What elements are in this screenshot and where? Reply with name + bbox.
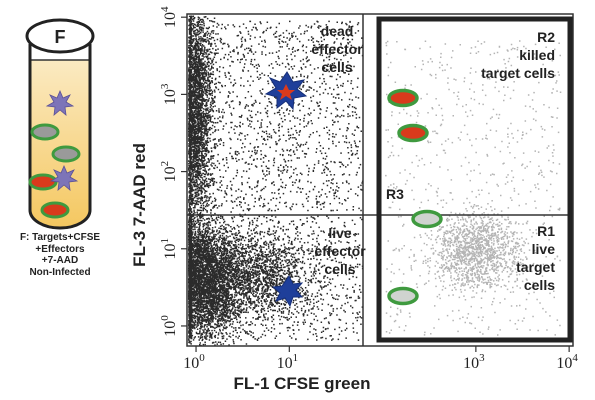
r2-label-line: R2 [537,29,555,45]
tube-cap [25,18,95,54]
x-tick-label: 103 [463,352,485,372]
tube-caption-line: Non-Infected [29,266,91,278]
plot-frame [186,13,574,347]
x-axis-label: FL-1 CFSE green [234,374,371,393]
grey-cell-icon [30,123,60,141]
live-target-cell-icon [387,286,419,306]
dead-effector-label-line: effector [311,41,363,57]
r2-label-line: target cells [481,65,555,81]
y-tick-exponent: 2 [159,161,171,167]
tube-letter: F [55,27,66,47]
y-tick-label: 103 [159,83,179,105]
x-tick-base: 10 [463,355,479,372]
r3-label: R3 [386,186,404,202]
tube-caption: F: Targets+CFSE +Effectors +7-AAD Non-In… [4,232,116,278]
killed-target-cell-icon [397,123,429,143]
tube-panel: F F: Targets+CFSE +Effectors +7-AAD Non-… [0,0,120,400]
live-effector-label-line: live [328,225,352,241]
live-effector-label-line: effector [314,243,366,259]
tube-caption-line: +7-AAD [41,255,79,266]
y-tick-exponent: 1 [159,238,171,244]
test-tube-icon: F [25,18,95,230]
y-tick-base: 10 [162,244,179,260]
dead-effector-label-line: dead [321,23,354,39]
x-tick-label: 101 [277,352,299,372]
y-tick-label: 100 [159,315,179,337]
y-tick-label: 101 [159,238,179,260]
killed-target-cell-icon [387,88,419,108]
y-tick-exponent: 3 [159,83,171,89]
y-tick-base: 10 [162,321,179,337]
y-tick-base: 10 [162,12,179,28]
r1-label-line: R1 [537,223,555,239]
dead-effector-star-icon [264,71,308,111]
x-tick-base: 10 [183,355,199,372]
y-tick-label: 104 [159,6,179,28]
x-tick-base: 10 [556,355,572,372]
y-tick-label: 102 [159,161,179,183]
tube-star-icon [49,164,79,191]
x-tick-exponent: 4 [572,352,578,364]
r2-label-line: killed [519,47,555,63]
x-tick-exponent: 3 [479,352,485,364]
y-tick-exponent: 0 [159,315,171,321]
x-tick-label: 104 [556,352,578,372]
y-axis-label: FL-3 7-AAD red [130,143,149,267]
r1-label-line: cells [524,277,555,293]
x-tick-base: 10 [277,355,293,372]
y-tick-exponent: 4 [159,6,171,12]
y-tick-base: 10 [162,166,179,182]
tube-star-icon [45,89,75,116]
tube-caption-line: F: Targets+CFSE [19,232,101,243]
tube-caption-line: +Effectors [35,243,85,255]
x-tick-exponent: 1 [293,352,299,364]
y-tick-base: 10 [162,89,179,105]
live-effector-star-icon [271,275,304,308]
x-tick-exponent: 0 [199,352,205,364]
x-tick-label: 100 [183,352,205,372]
red-cell-icon [40,201,70,219]
live-effector-label-line: cells [324,261,355,277]
r1-label-line: target [516,259,555,275]
dark-dots [188,15,364,347]
target-gate-box [376,16,573,343]
dead-effector-label-line: cells [321,59,352,75]
scatter-dots [188,15,562,347]
r1-label-line: live [532,241,556,257]
grey-cell-icon [51,145,81,163]
r3-cell-icon [411,209,443,229]
